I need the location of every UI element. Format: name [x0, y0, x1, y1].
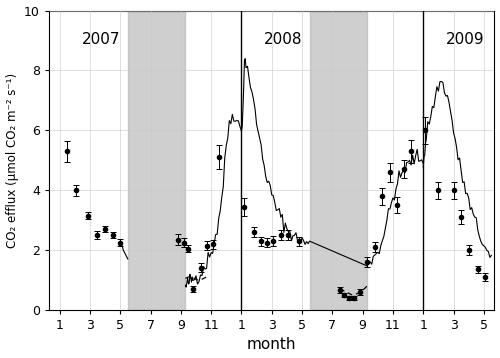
- Bar: [128, 10, 186, 310]
- Text: 2008: 2008: [264, 32, 302, 47]
- X-axis label: month: month: [247, 338, 296, 352]
- Bar: [310, 10, 367, 310]
- Text: 2009: 2009: [446, 32, 484, 47]
- Text: 2007: 2007: [82, 32, 121, 47]
- Y-axis label: CO₂ efflux (μmol CO₂ m⁻² s⁻¹): CO₂ efflux (μmol CO₂ m⁻² s⁻¹): [6, 73, 18, 248]
